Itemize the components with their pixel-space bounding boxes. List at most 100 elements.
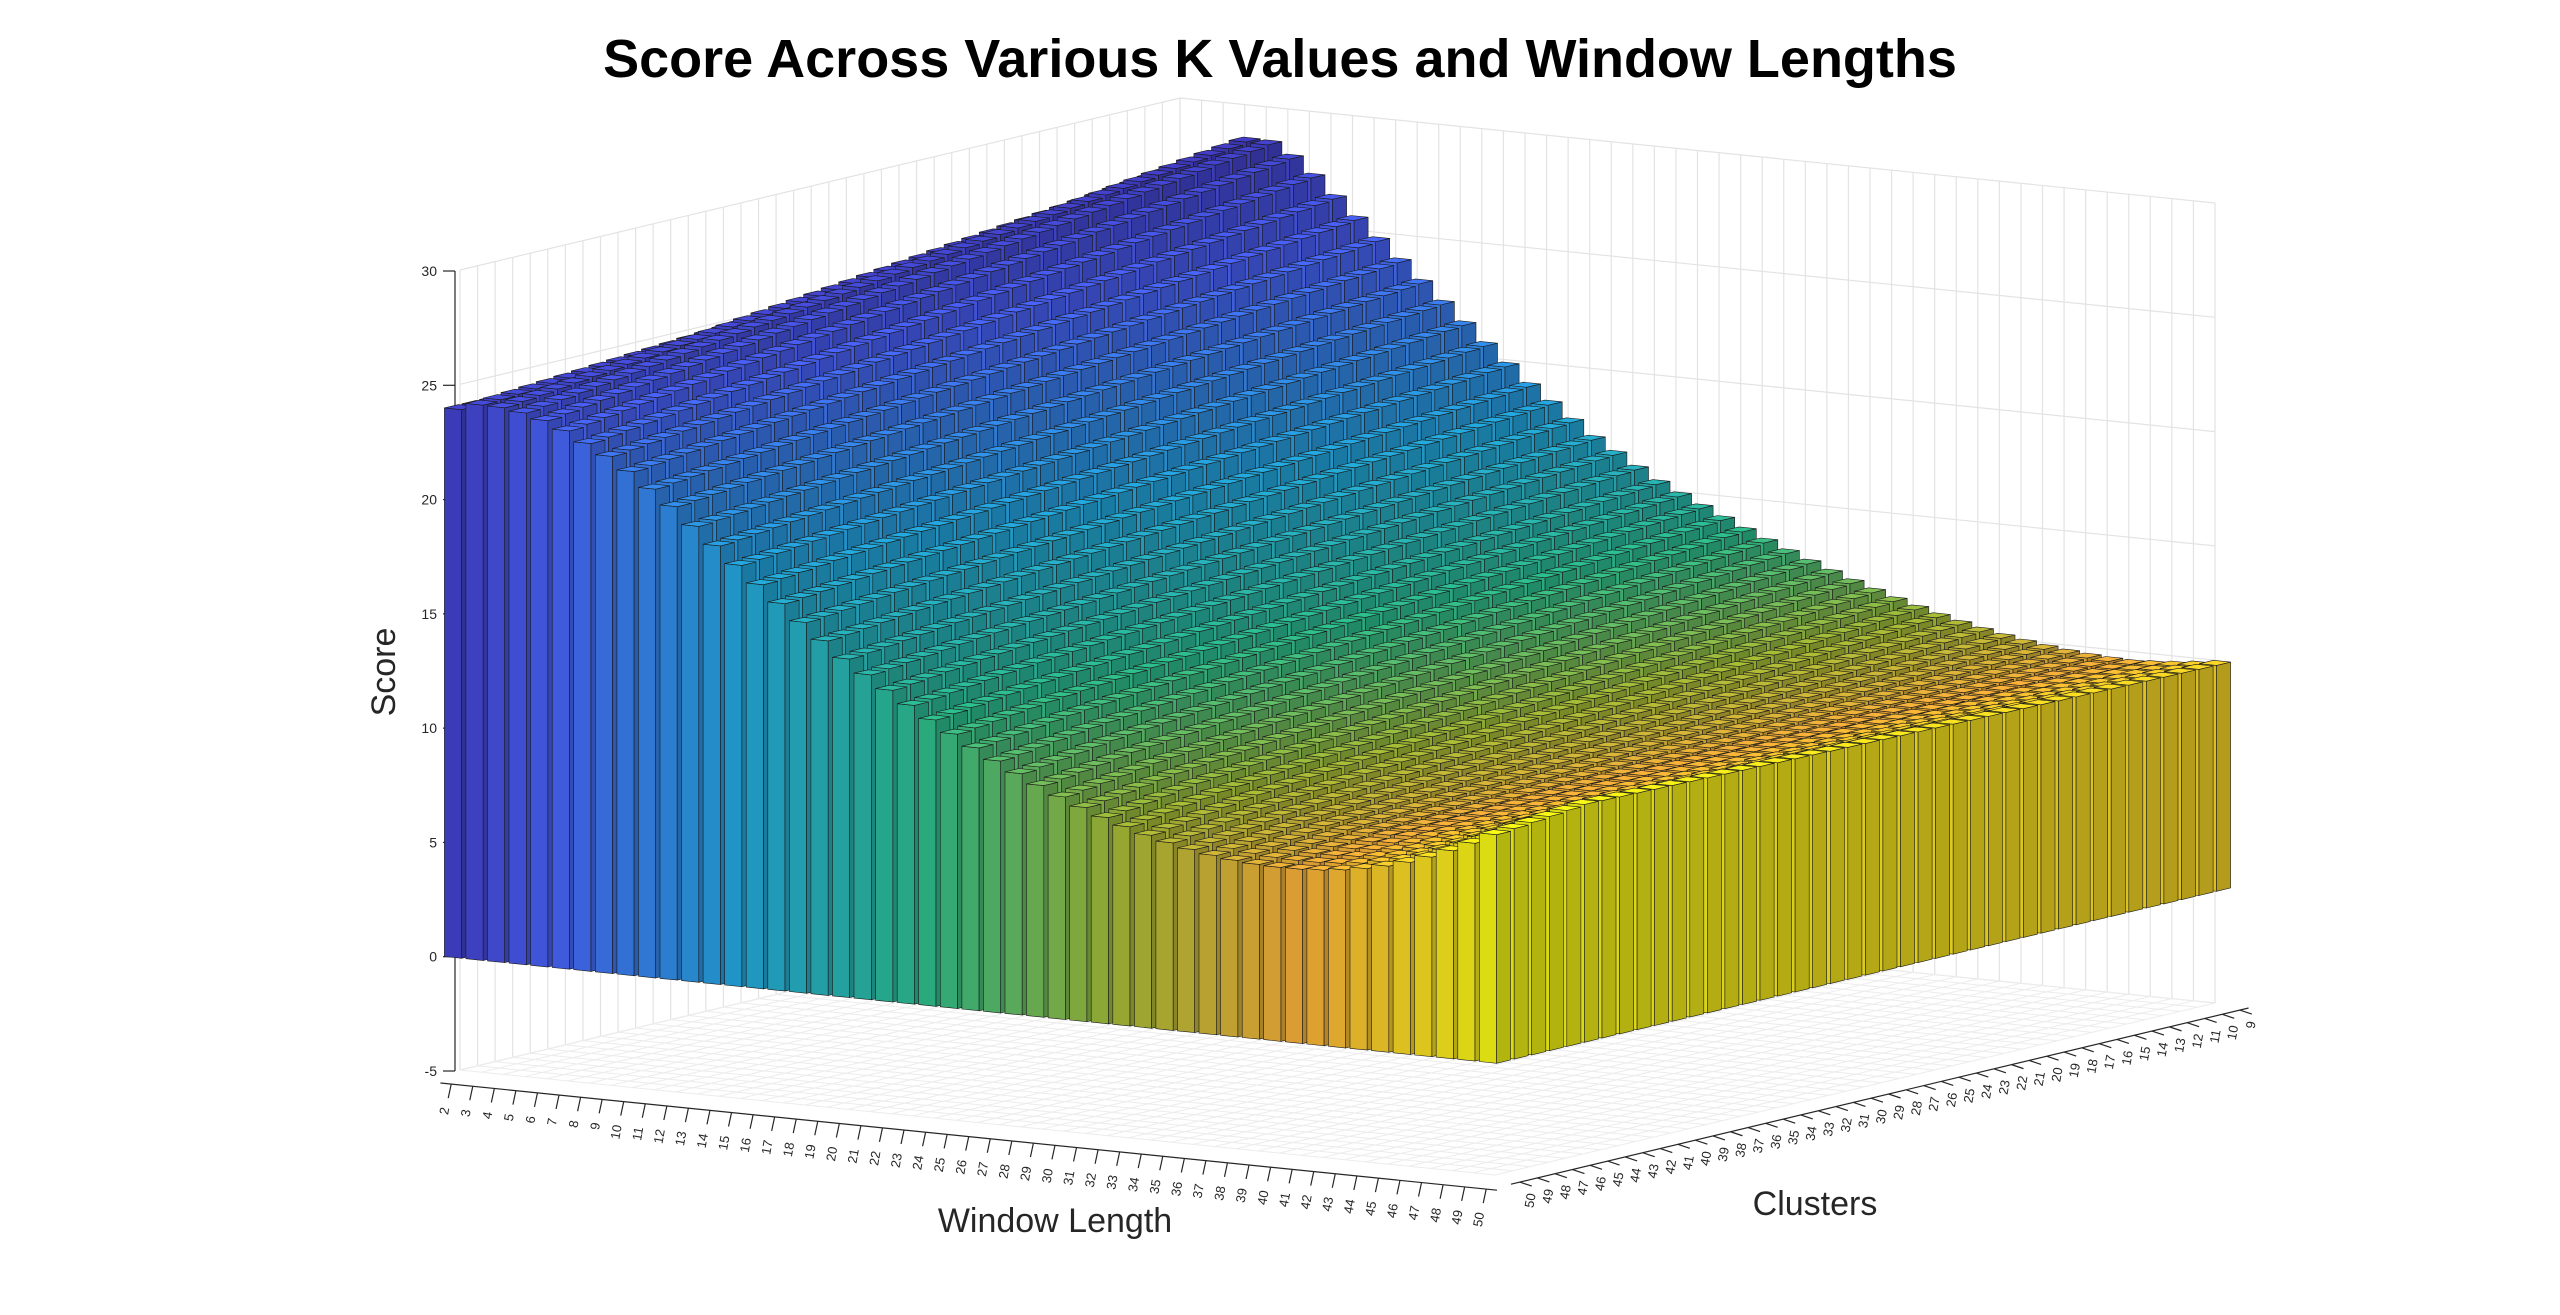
bar-face-top xyxy=(1897,604,1929,611)
grid-line-floor xyxy=(723,1006,1759,1113)
bar-face-top xyxy=(1758,585,1790,592)
bar-face-top xyxy=(1617,464,1649,471)
window-tick xyxy=(1331,1173,1336,1188)
bar-face-top xyxy=(2017,667,2049,674)
window-tick xyxy=(1072,1147,1078,1162)
cluster-tick xyxy=(1607,1160,1620,1166)
bar-face-top xyxy=(1370,317,1402,323)
grid-line-floor xyxy=(1408,993,2129,1167)
window-tick xyxy=(943,1134,948,1149)
bar-face-top xyxy=(1280,206,1312,213)
bar-face-top xyxy=(1611,526,1643,532)
bar-face-top xyxy=(1284,233,1316,240)
bar-face-top xyxy=(1447,451,1479,458)
bar-face-top xyxy=(1784,610,1816,617)
bar-face-top xyxy=(1883,623,1916,630)
bar-face-top xyxy=(1409,331,1441,338)
grid-line-floor xyxy=(1236,976,1957,1150)
bar-face-top xyxy=(1530,399,1563,406)
bar-face-top xyxy=(1711,549,1743,555)
bar-face-top xyxy=(1637,555,1669,562)
window-tick xyxy=(1439,1184,1444,1199)
bar-face-top xyxy=(1141,169,1173,176)
grid-line-floor xyxy=(688,1014,1724,1121)
bar-face-top xyxy=(1254,160,1286,167)
bar-face-top xyxy=(1995,663,2028,670)
cluster-tick xyxy=(1624,1156,1638,1162)
cluster-tick xyxy=(2028,1059,2042,1066)
bar-face-top xyxy=(1926,637,1959,644)
grid-line-floor xyxy=(758,998,1794,1105)
bar-face-top xyxy=(1301,227,1334,234)
cluster-tick xyxy=(1695,1139,1708,1145)
bar-face-side xyxy=(2198,665,2214,896)
grid-line-floor xyxy=(1343,987,2065,1161)
grid-line-floor xyxy=(1473,1000,2194,1174)
grid-line-floor xyxy=(635,1027,1671,1134)
grid-line-floor xyxy=(617,1031,1654,1138)
cluster-tick xyxy=(1905,1089,1919,1095)
cluster-axis-line xyxy=(1510,1007,2249,1185)
bar-face-top xyxy=(1982,677,2014,684)
grid-line-floor xyxy=(1365,989,2086,1163)
bar-face-top xyxy=(1340,242,1373,249)
bar-face-top xyxy=(2129,675,2161,682)
window-tick xyxy=(706,1110,711,1125)
bar-face-top xyxy=(1922,625,1955,632)
bar-face-top xyxy=(1736,575,1769,582)
grid-line-floor xyxy=(1387,991,2108,1165)
bar-face-side xyxy=(2110,685,2126,917)
bar-face-top xyxy=(1573,434,1606,441)
bar-face-top xyxy=(1240,192,1273,198)
bar-face-top xyxy=(1895,659,1928,666)
bar-face-top xyxy=(1793,574,1826,581)
window-tick xyxy=(1051,1145,1056,1160)
bar-face-top xyxy=(1909,642,1941,649)
bar-face-top xyxy=(1554,525,1587,532)
bar-face-top xyxy=(1503,457,1536,464)
bar-face-top xyxy=(1693,554,1726,561)
bar-face-top xyxy=(1744,606,1777,613)
bar-face-top xyxy=(1697,571,1730,578)
bar-face-top xyxy=(1664,509,1696,515)
bar-face-top xyxy=(1621,484,1653,491)
grid-line-floor xyxy=(1171,969,1892,1143)
bar-face-top xyxy=(1970,649,2002,656)
bar-face-top xyxy=(1797,589,1830,596)
bar-face-top xyxy=(2005,638,2037,645)
cluster-tick xyxy=(2239,1009,2252,1015)
bar-face-top xyxy=(1439,404,1471,411)
bar-face-top xyxy=(2199,659,2231,666)
cluster-tick xyxy=(1642,1152,1655,1158)
cluster-tick xyxy=(1993,1068,2007,1074)
cluster-tick xyxy=(1835,1106,1849,1112)
bar-face-top xyxy=(1395,364,1428,370)
bar-face-top xyxy=(1223,198,1255,205)
bar-face-side xyxy=(2075,693,2091,926)
bar-face-top xyxy=(1176,156,1208,163)
cluster-tick xyxy=(2222,1013,2235,1019)
bar-face-top xyxy=(1358,236,1390,243)
bar-face-top xyxy=(1581,475,1614,482)
grid-line-floor xyxy=(530,1052,1566,1159)
bar-face-top xyxy=(2048,648,2080,655)
bar-face-top xyxy=(1405,305,1437,312)
bar-face-top xyxy=(1595,449,1627,456)
bar-face-top xyxy=(1274,293,1306,299)
bar-face-top xyxy=(1815,584,1847,590)
bar-face-top xyxy=(1966,638,1998,645)
bar-face-top xyxy=(1625,502,1657,509)
bar-face-top xyxy=(1615,543,1647,550)
bar-face-top xyxy=(1564,481,1596,488)
bar-face-top xyxy=(1383,284,1416,291)
bar-face-top xyxy=(1529,492,1561,499)
window-tick xyxy=(598,1099,603,1114)
bar-face-top xyxy=(1507,477,1540,484)
bar-face-top xyxy=(2073,660,2106,667)
bar-face-top xyxy=(1327,275,1359,282)
window-tick xyxy=(792,1118,797,1134)
bar-face-top xyxy=(1509,381,1541,388)
bar-face-top xyxy=(1499,434,1532,441)
bar-face-top xyxy=(1944,632,1976,638)
bar-face-top xyxy=(1681,503,1714,510)
